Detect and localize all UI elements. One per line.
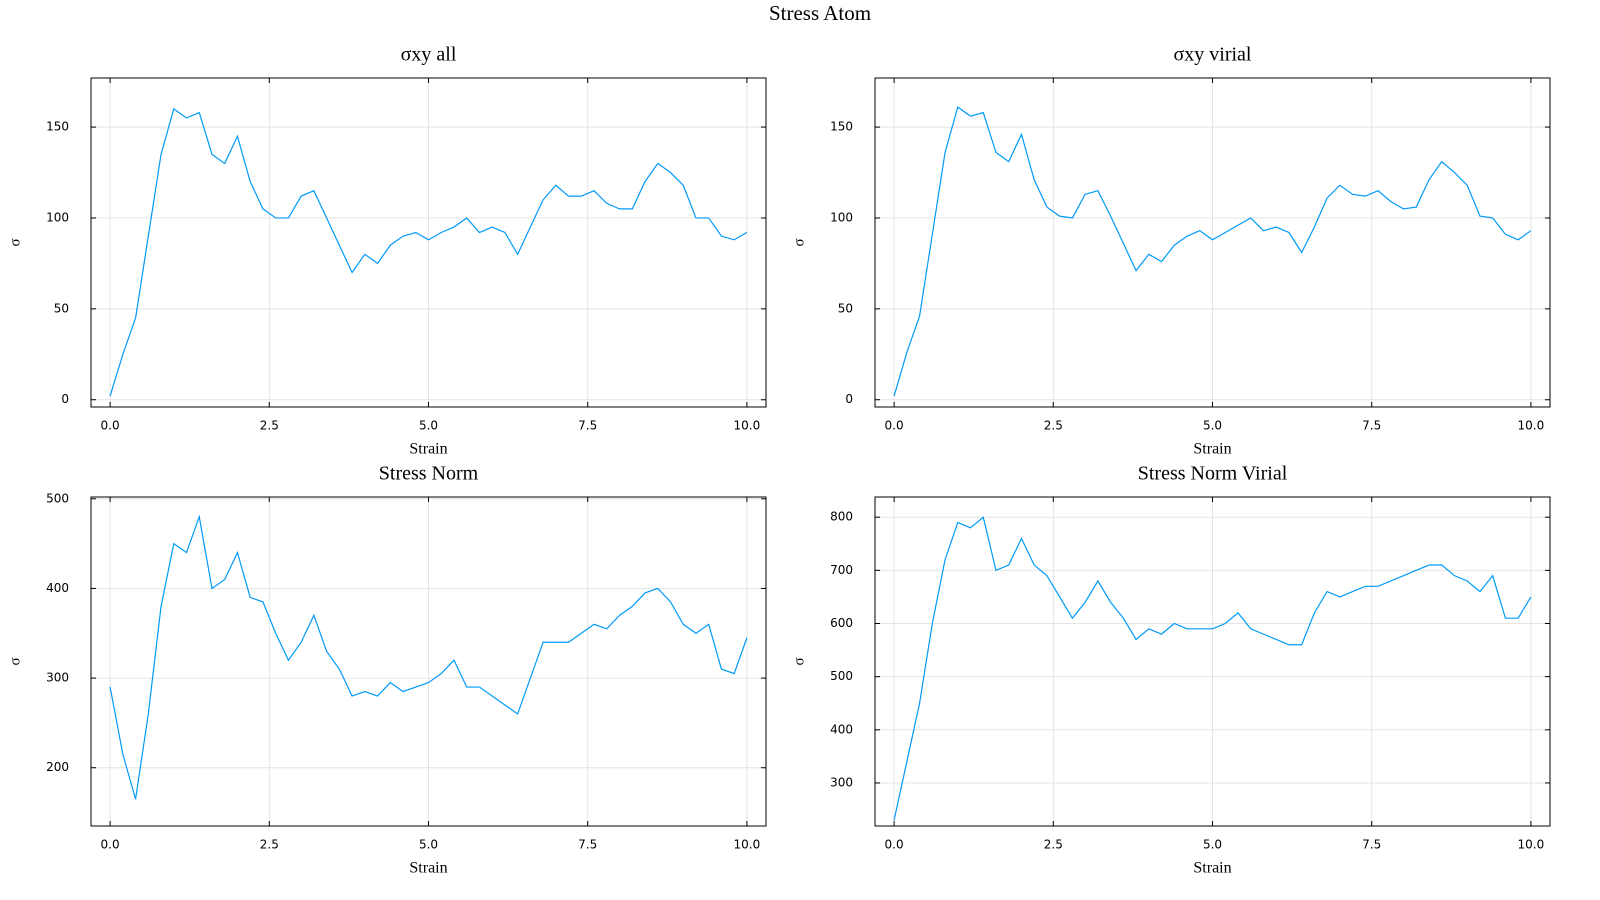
x-tick-label: 5.0 — [419, 419, 438, 433]
y-tick-label: 500 — [830, 669, 853, 683]
plot-frame — [90, 496, 767, 827]
x-tick-label: 10.0 — [1518, 419, 1545, 433]
y-tick-label: 400 — [830, 722, 853, 736]
subplot-title: Stress Norm Virial — [1138, 463, 1288, 485]
y-tick-label: 0 — [845, 392, 853, 406]
x-tick-label: 2.5 — [260, 419, 279, 433]
plot-frame — [874, 77, 1551, 408]
x-tick-label: 0.0 — [885, 838, 904, 852]
plot-frame — [874, 496, 1551, 827]
y-tick-label: 150 — [830, 120, 853, 134]
subplot-title: σxy virial — [1174, 44, 1252, 66]
x-tick-label: 5.0 — [1203, 419, 1222, 433]
x-tick-label: 2.5 — [1044, 419, 1063, 433]
plot-frame — [90, 77, 767, 408]
subplot-title: Stress Norm — [379, 463, 479, 485]
y-tick-label: 100 — [830, 210, 853, 224]
x-tick-label: 0.0 — [101, 838, 120, 852]
y-tick-label: 150 — [46, 120, 69, 134]
subplot-title: σxy all — [401, 44, 457, 66]
figure-title: Stress Atom — [769, 1, 871, 25]
y-tick-label: 300 — [46, 671, 69, 685]
y-tick-label: 700 — [830, 563, 853, 577]
y-axis-label: σ — [7, 238, 23, 246]
y-tick-label: 800 — [830, 510, 853, 524]
x-tick-label: 10.0 — [734, 838, 761, 852]
y-tick-label: 100 — [46, 210, 69, 224]
x-axis-label: Strain — [409, 441, 447, 458]
y-tick-label: 600 — [830, 616, 853, 630]
x-tick-label: 7.5 — [578, 419, 597, 433]
data-line — [893, 516, 1532, 821]
data-line — [109, 514, 748, 800]
x-tick-label: 2.5 — [1044, 838, 1063, 852]
y-tick-label: 50 — [54, 301, 69, 315]
y-tick-label: 400 — [46, 581, 69, 595]
x-tick-label: 7.5 — [578, 838, 597, 852]
x-tick-label: 0.0 — [101, 419, 120, 433]
x-tick-label: 7.5 — [1362, 838, 1381, 852]
y-axis-label: σ — [791, 657, 807, 665]
x-tick-label: 0.0 — [885, 419, 904, 433]
x-tick-label: 2.5 — [260, 838, 279, 852]
x-tick-label: 5.0 — [1203, 838, 1222, 852]
y-tick-label: 50 — [838, 301, 853, 315]
x-tick-label: 7.5 — [1362, 419, 1381, 433]
y-axis-label: σ — [791, 238, 807, 246]
data-line — [893, 106, 1532, 397]
data-line — [109, 107, 748, 397]
x-tick-label: 5.0 — [419, 838, 438, 852]
y-tick-label: 300 — [830, 775, 853, 789]
x-tick-label: 10.0 — [734, 419, 761, 433]
x-axis-label: Strain — [409, 860, 447, 877]
x-axis-label: Strain — [1193, 441, 1231, 458]
y-tick-label: 200 — [46, 760, 69, 774]
y-axis-label: σ — [7, 657, 23, 665]
x-tick-label: 10.0 — [1518, 838, 1545, 852]
y-tick-label: 500 — [46, 491, 69, 505]
y-tick-label: 0 — [61, 392, 69, 406]
x-axis-label: Strain — [1193, 860, 1231, 877]
